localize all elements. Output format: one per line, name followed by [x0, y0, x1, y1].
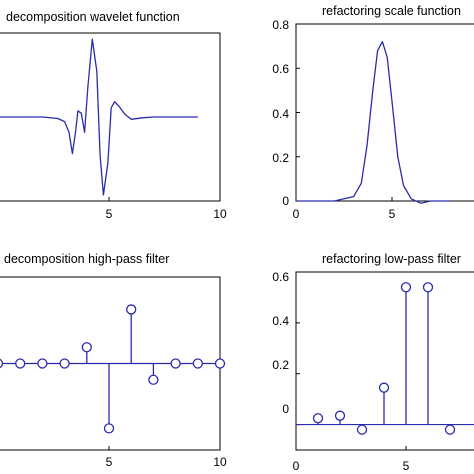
x-tick-label: 10: [213, 455, 227, 469]
marks-tl: [0, 38, 221, 201]
x-tick-label: 0: [293, 207, 300, 221]
stem-marker: [312, 413, 324, 424]
y-tick-label: 0: [282, 402, 289, 416]
stem-marker: [37, 358, 48, 369]
panel-decomposition-high-pass: decomposition high-pass filter 5 10: [0, 252, 227, 469]
y-tick-label: 0.2: [272, 358, 289, 372]
y-tick-label: 0: [282, 194, 289, 208]
chart-title: decomposition high-pass filter: [4, 252, 169, 266]
y-tick-label: 0.8: [272, 18, 289, 32]
stem-marker: [81, 342, 92, 353]
marks-tr: [295, 23, 450, 204]
x-tick-label: 5: [106, 207, 113, 221]
marks-br: [295, 271, 474, 450]
stem-marker: [400, 282, 412, 293]
stem-marker: [422, 282, 434, 293]
y-tick-label: 0.2: [272, 151, 289, 165]
chart-title: refactoring scale function: [322, 4, 461, 18]
panel-refactoring-low-pass: refactoring low-pass filter 0.6 0.4 0.2 …: [272, 252, 474, 473]
stem-marker: [59, 358, 70, 369]
stem-marker: [148, 374, 159, 385]
stem-marker: [15, 358, 26, 369]
x-tick-label: 5: [106, 455, 113, 469]
stem-marker: [214, 358, 226, 369]
stem-marker: [444, 424, 456, 435]
series-line: [0, 38, 198, 196]
y-tick-label: 0.6: [272, 270, 289, 284]
series-line: [296, 41, 450, 204]
y-tick-label: 0.6: [272, 62, 289, 76]
stem-marker: [126, 304, 137, 315]
stem-marker: [356, 424, 368, 435]
panel-refactoring-scale: refactoring scale function 0.8 0.6 0.4 0…: [272, 4, 474, 221]
y-tick-label: 0.4: [272, 107, 289, 121]
chart-title: refactoring low-pass filter: [322, 252, 461, 266]
x-tick-label: 5: [389, 207, 396, 221]
x-tick-label: 0: [293, 459, 300, 473]
marks-bl: [0, 304, 226, 450]
stem-marker: [334, 410, 346, 421]
chart-title: decomposition wavelet function: [6, 10, 180, 24]
stem-marker: [378, 382, 390, 393]
stem-marker: [170, 358, 181, 369]
y-tick-label: 0.4: [272, 314, 289, 328]
x-tick-label: 5: [403, 459, 410, 473]
x-tick-label: 10: [213, 207, 227, 221]
panel-decomposition-wavelet: decomposition wavelet function 5 10: [0, 10, 227, 221]
plot-area: [295, 271, 474, 451]
stem-marker: [103, 423, 115, 434]
stem-marker: [0, 358, 4, 369]
stem-marker: [192, 358, 203, 369]
